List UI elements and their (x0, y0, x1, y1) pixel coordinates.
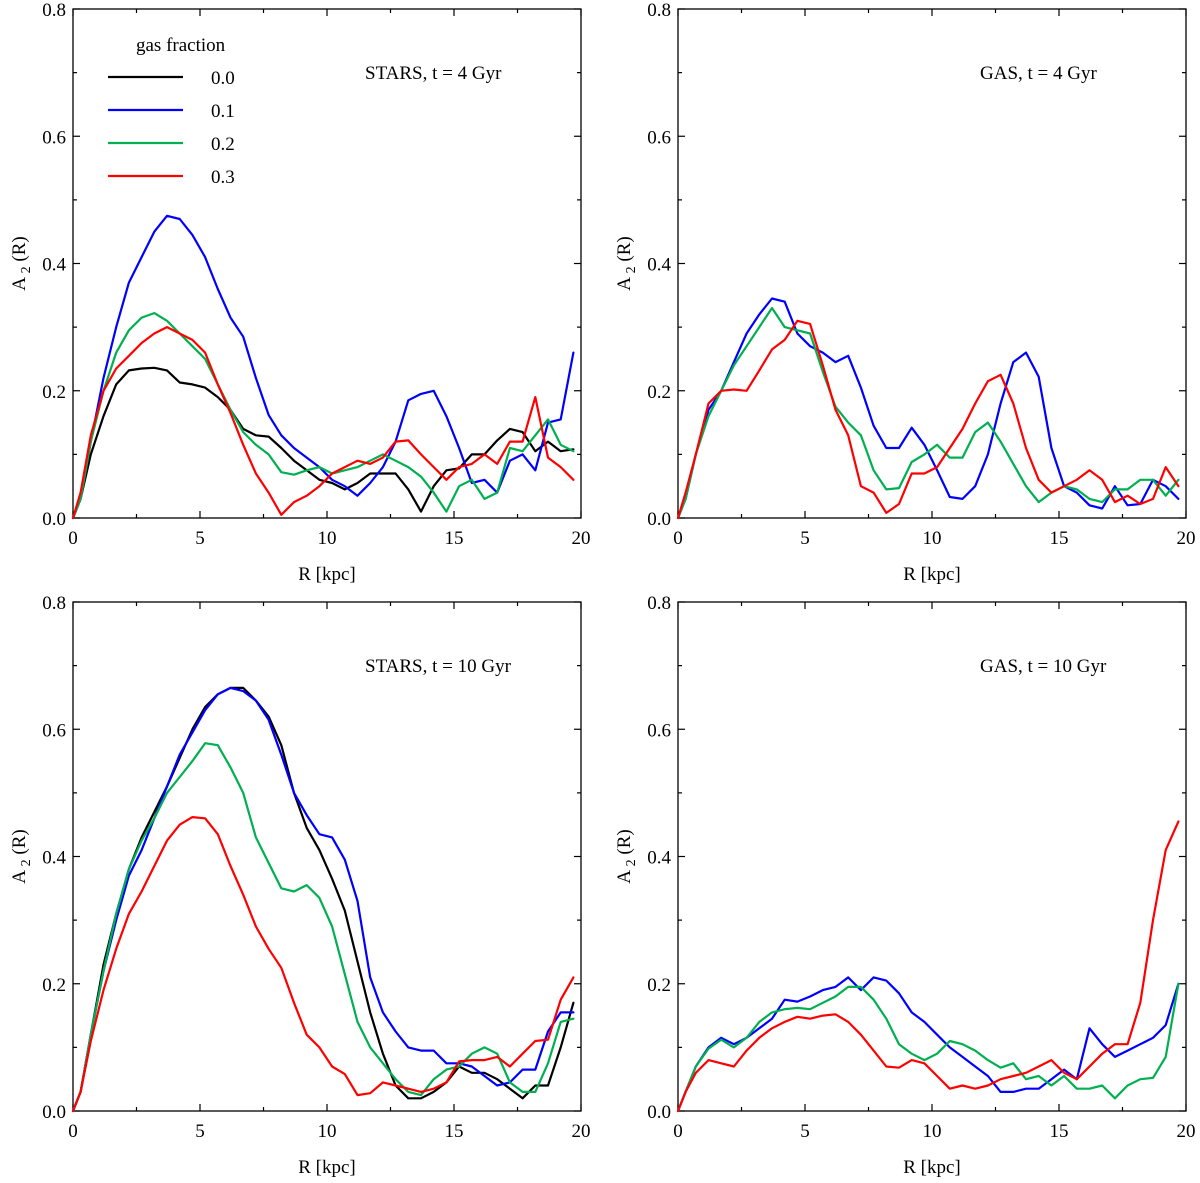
x-tick-label: 0 (673, 528, 683, 549)
x-tick-label: 10 (923, 528, 942, 549)
series-line-0-0 (71, 686, 575, 1113)
series-line-0-1 (676, 976, 1180, 1113)
x-tick-label: 10 (318, 1121, 337, 1142)
y-tick-label: 0.8 (647, 593, 671, 614)
x-tick-label: 0 (68, 528, 78, 549)
y-tick-label: 0.4 (647, 255, 671, 276)
y-tick-label: 0.8 (42, 0, 66, 21)
y-tick-label: 0.0 (42, 1102, 66, 1123)
y-tick-label: 0.6 (647, 720, 671, 741)
series-line-0-2 (676, 306, 1180, 520)
x-tick-label: 15 (445, 528, 464, 549)
panel-title: STARS, t = 10 Gyr (365, 656, 512, 677)
panel-title: STARS, t = 4 Gyr (365, 63, 502, 84)
y-tick-label: 0.4 (42, 848, 66, 869)
x-tick-label: 20 (572, 528, 591, 549)
x-tick-label: 20 (572, 1121, 591, 1142)
series-line-0-1 (71, 686, 575, 1113)
chart-panel-2: 0 5 10 15 20 0.0 0.2 0.4 0.6 0.8 R [kpc] A 2 (R) GAS… (614, 0, 1196, 585)
chart-panel-1: 0 5 10 15 20 0.0 0.2 0.4 0.6 0.8 R [kpc] A 2 (R) STA… (9, 0, 591, 585)
y-axis-label: A 2 (R) (614, 829, 639, 884)
legend-title: gas fraction (136, 35, 226, 56)
y-tick-label: 0.4 (647, 848, 671, 869)
series-line-0-1 (676, 297, 1180, 520)
series-line-0-2 (71, 312, 575, 520)
y-axis-label: A 2 (R) (9, 236, 34, 291)
y-tick-label: 0.2 (647, 382, 671, 403)
y-tick-label: 0.2 (42, 382, 66, 403)
plot-frame (72, 8, 582, 519)
chart-panel-4: 0 5 10 15 20 0.0 0.2 0.4 0.6 0.8 R [kpc] A 2 (R) GAS… (614, 593, 1196, 1178)
y-tick-label: 0.8 (647, 0, 671, 21)
legend-label: 0.1 (211, 101, 235, 122)
y-tick-label: 0.0 (647, 1102, 671, 1123)
x-tick-label: 0 (68, 1121, 78, 1142)
x-tick-label: 5 (800, 528, 810, 549)
x-tick-label: 15 (1050, 528, 1069, 549)
y-tick-label: 0.6 (42, 720, 66, 741)
series-line-0-3 (676, 319, 1180, 520)
series-line-0-3 (676, 820, 1180, 1113)
legend-label: 0.3 (211, 167, 235, 188)
x-axis-label: R [kpc] (298, 564, 356, 585)
x-tick-label: 5 (195, 528, 205, 549)
y-tick-label: 0.0 (42, 509, 66, 530)
y-tick-label: 0.8 (42, 593, 66, 614)
series-line-0-2 (676, 982, 1180, 1113)
x-axis-label: R [kpc] (903, 1157, 961, 1178)
x-axis-label: R [kpc] (903, 564, 961, 585)
x-axis-label: R [kpc] (298, 1157, 356, 1178)
x-tick-label: 20 (1177, 528, 1196, 549)
x-tick-label: 15 (1050, 1121, 1069, 1142)
y-tick-label: 0.4 (42, 255, 66, 276)
x-tick-label: 0 (673, 1121, 683, 1142)
y-tick-label: 0.2 (42, 975, 66, 996)
series-line-0-1 (71, 214, 575, 520)
x-tick-label: 5 (195, 1121, 205, 1142)
panel-title: GAS, t = 4 Gyr (980, 63, 1097, 84)
y-axis-label: A 2 (R) (614, 236, 639, 291)
y-tick-label: 0.2 (647, 975, 671, 996)
y-tick-label: 0.0 (647, 509, 671, 530)
series-line-0-0 (71, 366, 575, 520)
y-tick-label: 0.6 (42, 127, 66, 148)
series-line-0-3 (71, 815, 575, 1113)
legend-label: 0.2 (211, 134, 235, 155)
y-axis-label: A 2 (R) (9, 829, 34, 884)
plot-frame (677, 8, 1187, 519)
y-tick-label: 0.6 (647, 127, 671, 148)
plot-frame (677, 601, 1187, 1112)
panel-title: GAS, t = 10 Gyr (980, 656, 1107, 677)
x-tick-label: 20 (1177, 1121, 1196, 1142)
series-line-0-3 (71, 326, 575, 520)
x-tick-label: 15 (445, 1121, 464, 1142)
legend-label: 0.0 (211, 68, 235, 89)
x-tick-label: 10 (923, 1121, 942, 1142)
plot-frame (72, 601, 582, 1112)
legend: gas fraction 0.0 0.1 0.2 0.3 (108, 35, 235, 188)
x-tick-label: 5 (800, 1121, 810, 1142)
series-line-0-2 (71, 742, 575, 1113)
x-tick-label: 10 (318, 528, 337, 549)
chart-panel-3: 0 5 10 15 20 0.0 0.2 0.4 0.6 0.8 R [kpc] A 2 (R) STA… (9, 593, 591, 1178)
